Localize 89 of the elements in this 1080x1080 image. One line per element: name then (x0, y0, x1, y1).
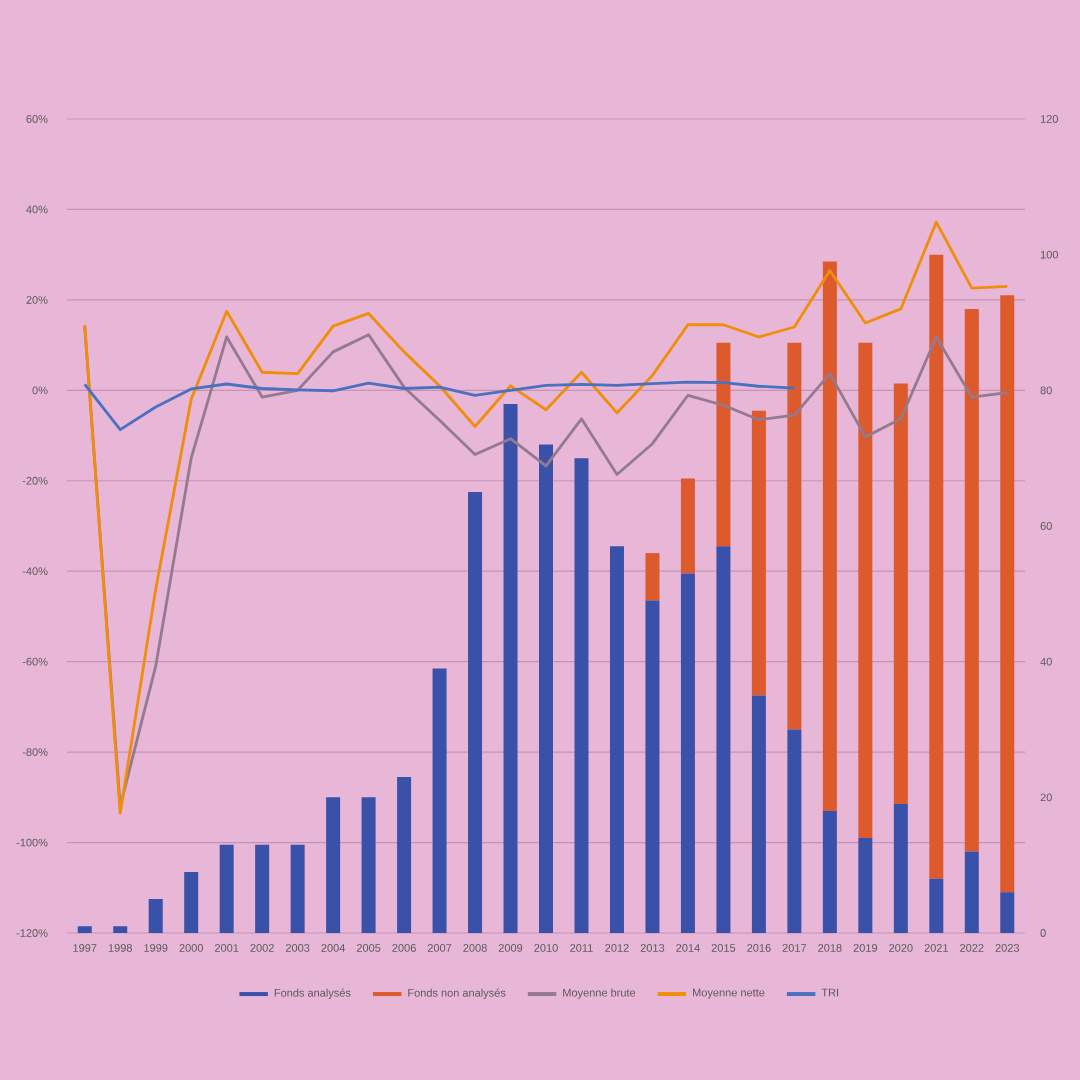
y-tick-label: 20% (26, 295, 48, 304)
x-tick-label: 2005 (356, 944, 381, 952)
bar (964, 851, 979, 933)
y2-tick-label: 40 (1040, 657, 1052, 666)
y-tick-label: -20% (22, 476, 48, 485)
x-tick-label: 2010 (534, 944, 558, 952)
bar (290, 844, 305, 933)
x-tick-label: 2011 (570, 944, 593, 952)
legend-label: TRI (821, 988, 839, 997)
bar (893, 383, 908, 805)
bar (184, 871, 199, 933)
y-tick-label: -60% (22, 657, 48, 666)
bar (432, 668, 447, 933)
bar (609, 546, 624, 933)
bar (645, 553, 660, 601)
bar (929, 878, 944, 933)
bar (858, 838, 873, 933)
x-tick-label: 2002 (250, 944, 274, 952)
x-tick-label: 2004 (321, 944, 346, 952)
bar (77, 926, 92, 933)
y-tick-label: -40% (22, 567, 48, 576)
y2-tick-label: 0 (1040, 929, 1046, 937)
x-tick-label: 2020 (889, 944, 913, 952)
x-tick-label: 2018 (818, 944, 842, 952)
bar (397, 776, 412, 933)
x-tick-label: 2013 (640, 944, 665, 952)
x-tick-label: 2009 (498, 944, 523, 952)
y-tick-label: -120% (16, 929, 48, 937)
bar (822, 261, 837, 811)
bar (574, 458, 589, 933)
y-tick-label: -80% (22, 748, 48, 756)
x-tick-label: 2001 (215, 944, 239, 952)
bar (361, 797, 376, 933)
y2-tick-label: 100 (1040, 250, 1058, 259)
x-tick-label: 1997 (73, 944, 97, 952)
bar (964, 308, 979, 852)
bar (716, 342, 731, 547)
bar (787, 729, 802, 933)
y2-tick-label: 80 (1040, 386, 1052, 395)
x-tick-label: 2012 (605, 944, 629, 952)
x-tick-label: 1999 (144, 944, 168, 952)
x-tick-label: 2006 (392, 944, 416, 952)
bar (1000, 295, 1015, 893)
bar (751, 695, 766, 933)
bar (680, 573, 695, 933)
x-tick-label: 2014 (676, 944, 700, 952)
x-tick-label: 2015 (711, 944, 736, 952)
x-tick-label: 2019 (853, 944, 878, 952)
bar (148, 899, 163, 933)
y-tick-label: 60% (26, 115, 48, 123)
y-tick-label: -100% (16, 838, 48, 847)
x-tick-label: 2008 (463, 944, 487, 952)
bar (1000, 892, 1015, 933)
bar (858, 342, 873, 839)
line-series (83, 220, 1009, 815)
x-tick-label: 2017 (782, 944, 807, 952)
bar (929, 254, 944, 879)
legend-label: Moyenne brute (563, 988, 636, 999)
x-tick-label: 2023 (995, 944, 1020, 952)
bar (893, 804, 908, 933)
legend-label: Fonds non analysés (408, 988, 506, 999)
bar (219, 844, 234, 933)
bar (787, 342, 802, 730)
y-tick-label: 0% (32, 386, 48, 395)
x-tick-label: 1998 (108, 944, 132, 952)
bar (255, 844, 270, 933)
y2-tick-label: 20 (1040, 793, 1052, 802)
x-tick-label: 2022 (960, 944, 984, 952)
bar (822, 810, 837, 933)
bar (645, 600, 660, 933)
x-tick-label: 2000 (179, 944, 203, 952)
bar (539, 444, 554, 933)
bar (113, 926, 128, 933)
legend-label: Moyenne nette (693, 988, 765, 999)
y2-tick-label: 60 (1040, 522, 1052, 530)
x-tick-label: 2007 (427, 944, 452, 952)
line-series (83, 380, 796, 432)
bar (468, 492, 483, 933)
bar (503, 403, 518, 933)
bar (326, 797, 341, 933)
bar (751, 410, 766, 696)
bar (680, 478, 695, 574)
legend-label: Fonds analysés (274, 988, 351, 999)
y2-tick-label: 120 (1040, 115, 1058, 123)
y-tick-label: 40% (26, 205, 48, 214)
bar (716, 546, 731, 933)
x-tick-label: 2003 (285, 944, 310, 952)
x-tick-label: 2021 (924, 944, 948, 952)
x-tick-label: 2016 (747, 944, 771, 952)
